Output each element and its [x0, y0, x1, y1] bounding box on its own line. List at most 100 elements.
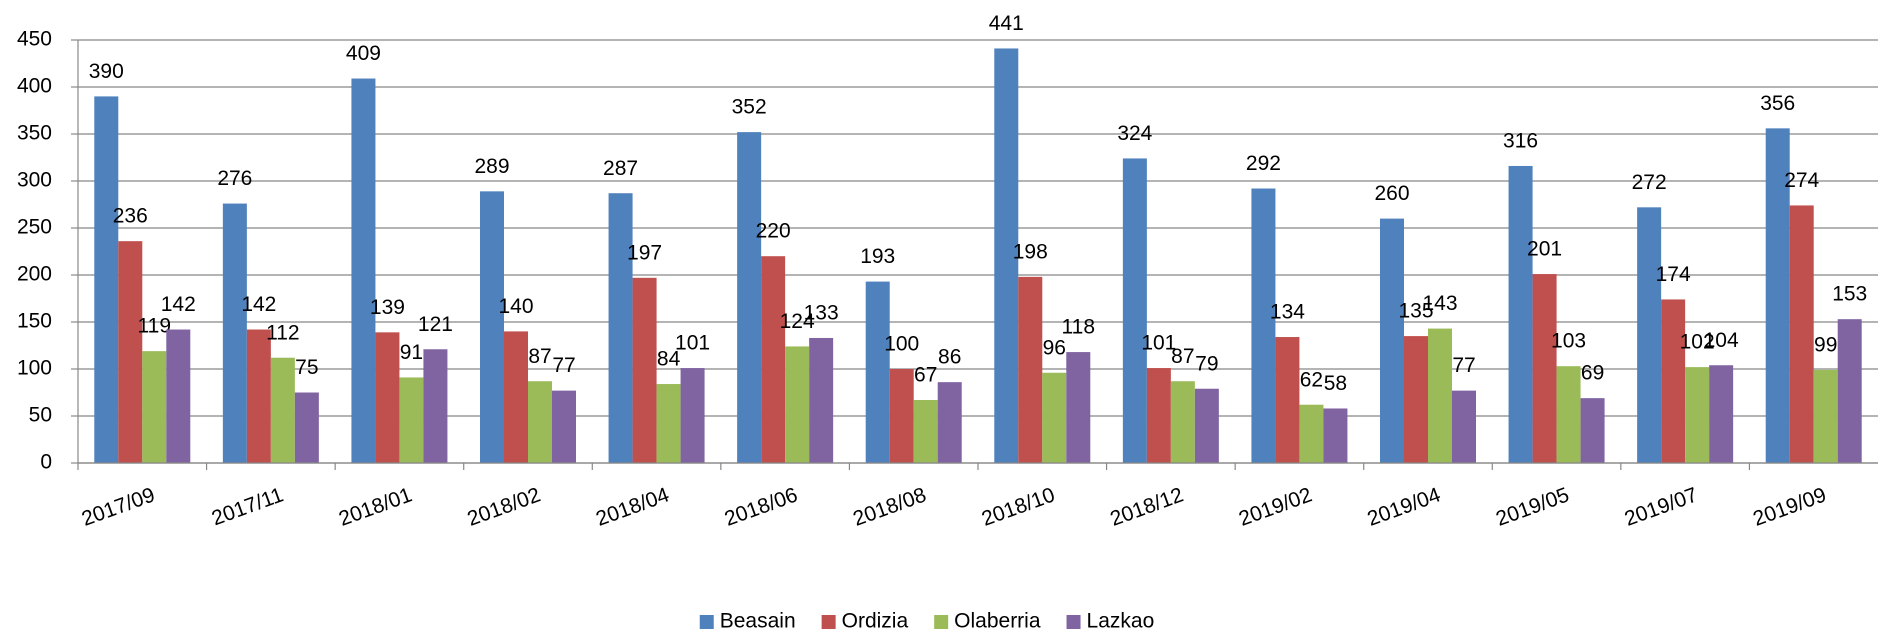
legend-label: Beasain [720, 610, 796, 633]
data-label: 133 [804, 302, 839, 325]
y-tick-label: 450 [17, 28, 52, 51]
data-label: 79 [1195, 352, 1218, 375]
data-label: 356 [1760, 92, 1795, 115]
data-label: 112 [266, 321, 299, 344]
data-label: 272 [1632, 171, 1667, 194]
data-label: 103 [1551, 330, 1586, 353]
data-label: 118 [1062, 316, 1095, 339]
data-label: 174 [1656, 263, 1691, 286]
bar [1452, 390, 1476, 463]
data-label: 62 [1300, 368, 1323, 391]
bar [809, 337, 834, 463]
data-label: 101 [1141, 332, 1176, 355]
bar [761, 256, 786, 463]
y-tick-label: 200 [17, 263, 52, 286]
bar [1508, 165, 1533, 463]
bar [528, 381, 552, 463]
bar [994, 48, 1019, 464]
data-label: 289 [474, 155, 509, 178]
bar [937, 382, 962, 463]
x-tick-label: 2019/04 [1364, 483, 1443, 531]
bar [1404, 336, 1428, 463]
bar [1532, 274, 1557, 463]
bar [1323, 408, 1348, 463]
bar [94, 96, 119, 464]
x-tick-label: 2019/05 [1493, 483, 1572, 531]
bar [1428, 328, 1452, 463]
data-label: 409 [346, 42, 381, 65]
x-tick-label: 2018/08 [850, 483, 929, 531]
bar [1275, 337, 1300, 463]
bar [1146, 368, 1171, 463]
y-tick-label: 250 [17, 216, 52, 239]
y-tick-label: 0 [40, 451, 52, 474]
data-label: 198 [1013, 240, 1048, 263]
bar [656, 384, 681, 463]
y-tick-label: 300 [17, 169, 52, 192]
y-tick-label: 50 [29, 404, 52, 427]
bar [913, 400, 938, 463]
bar [737, 132, 762, 463]
data-label: 67 [914, 364, 937, 387]
x-tick-label: 2018/06 [722, 483, 801, 531]
x-tick-label: 2017/11 [209, 483, 287, 530]
data-label: 135 [1398, 300, 1433, 323]
bar [375, 332, 400, 463]
bar [680, 368, 705, 463]
legend-swatch [1066, 615, 1081, 629]
x-tick-label: 2018/01 [336, 483, 415, 531]
data-label: 86 [938, 346, 961, 369]
bar [889, 369, 914, 463]
bar [552, 390, 576, 463]
bar [1661, 299, 1686, 463]
bar [351, 78, 376, 463]
data-label: 390 [89, 60, 124, 83]
data-label: 274 [1784, 169, 1819, 192]
bar [142, 351, 167, 463]
bar [1813, 369, 1838, 463]
bar [1580, 398, 1605, 463]
bar [480, 191, 504, 463]
bar [294, 392, 319, 463]
bar [1251, 188, 1276, 463]
data-label: 324 [1117, 122, 1152, 145]
data-label: 140 [498, 295, 533, 318]
bar [1066, 352, 1091, 463]
y-tick-label: 100 [17, 357, 52, 380]
data-label: 142 [241, 293, 276, 316]
data-label: 260 [1374, 182, 1409, 205]
x-tick-label: 2018/04 [593, 483, 672, 531]
bar [399, 377, 424, 463]
data-label: 91 [400, 341, 423, 364]
bar [1380, 218, 1404, 463]
data-label: 441 [989, 12, 1024, 35]
legend-label: Lazkao [1087, 610, 1155, 633]
data-label: 197 [627, 241, 662, 264]
bar [1018, 276, 1043, 463]
bar [270, 357, 295, 463]
data-label: 119 [138, 315, 171, 338]
bar [785, 346, 810, 463]
bar [865, 281, 890, 463]
legend-label: Ordizia [842, 610, 909, 633]
bar [1194, 388, 1219, 463]
legend-swatch [699, 615, 714, 629]
bar [504, 331, 528, 463]
data-label: 276 [217, 167, 252, 190]
data-label: 77 [1452, 354, 1475, 377]
data-label: 143 [1422, 292, 1457, 315]
bar [166, 329, 191, 463]
x-tick-label: 2019/07 [1622, 483, 1701, 531]
data-label: 75 [295, 356, 318, 379]
data-label: 87 [528, 345, 551, 368]
data-label: 316 [1503, 130, 1538, 153]
bar [222, 203, 247, 463]
data-label: 124 [780, 310, 815, 333]
x-tick-label: 2019/02 [1236, 483, 1315, 531]
data-label: 153 [1832, 283, 1867, 306]
bar [246, 329, 271, 463]
data-label: 121 [418, 313, 453, 336]
bar [1837, 319, 1862, 463]
data-label: 99 [1814, 333, 1837, 356]
